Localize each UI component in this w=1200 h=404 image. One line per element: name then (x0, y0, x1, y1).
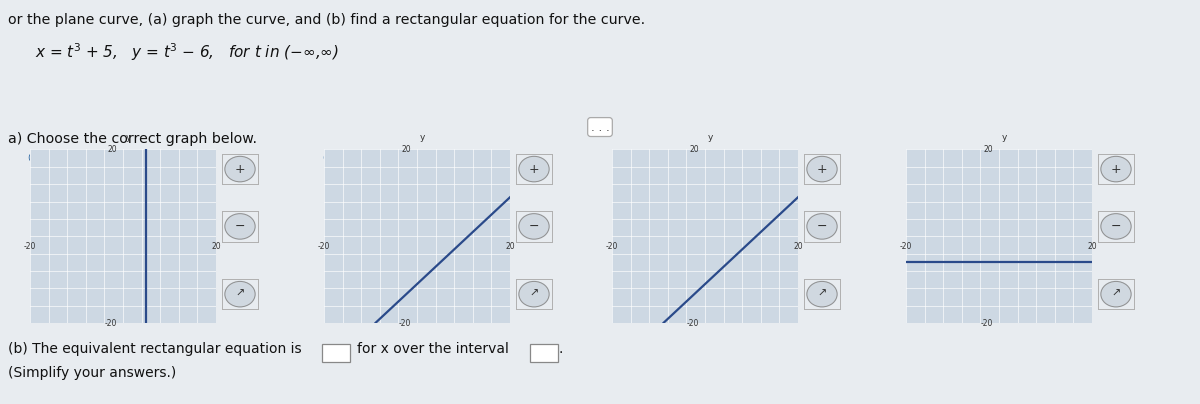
Text: . . .: . . . (590, 120, 610, 134)
Circle shape (518, 156, 550, 182)
Text: -20: -20 (106, 319, 118, 328)
Text: .: . (558, 342, 563, 356)
Text: +: + (817, 162, 827, 176)
Text: x = t$^3$ + 5,   y = t$^3$ − 6,   for t in (−∞,∞): x = t$^3$ + 5, y = t$^3$ − 6, for t in (… (35, 41, 340, 63)
Text: (b) The equivalent rectangular equation is: (b) The equivalent rectangular equation … (8, 342, 301, 356)
Text: 20: 20 (108, 145, 118, 154)
Circle shape (806, 214, 838, 239)
Text: 20: 20 (402, 145, 412, 154)
Text: -20: -20 (318, 242, 330, 250)
Circle shape (224, 282, 256, 307)
Text: -20: -20 (982, 319, 994, 328)
Circle shape (806, 156, 838, 182)
Text: −: − (235, 220, 245, 233)
Circle shape (1100, 214, 1132, 239)
Text: -20: -20 (606, 242, 618, 250)
Circle shape (224, 214, 256, 239)
Text: a) Choose the correct graph below.: a) Choose the correct graph below. (8, 132, 257, 146)
Circle shape (518, 282, 550, 307)
Text: y: y (420, 133, 425, 142)
Text: ○ D.: ○ D. (908, 150, 938, 163)
Text: or the plane curve, (a) graph the curve, and (b) find a rectangular equation for: or the plane curve, (a) graph the curve,… (8, 13, 646, 27)
Text: +: + (1111, 162, 1121, 176)
Circle shape (224, 156, 256, 182)
Text: +: + (235, 162, 245, 176)
Text: -20: -20 (24, 242, 36, 250)
Text: (Simplify your answers.): (Simplify your answers.) (8, 366, 176, 380)
Text: ↗: ↗ (235, 289, 245, 299)
Text: 20: 20 (211, 242, 221, 250)
Text: y: y (1002, 133, 1007, 142)
Text: ○ C.: ○ C. (613, 150, 642, 163)
Text: x: x (518, 225, 523, 234)
Text: 20: 20 (793, 242, 803, 250)
Text: −: − (1111, 220, 1121, 233)
Text: 20: 20 (1087, 242, 1097, 250)
Circle shape (1100, 282, 1132, 307)
Text: 20: 20 (984, 145, 994, 154)
Text: −: − (529, 220, 539, 233)
Circle shape (1100, 156, 1132, 182)
Text: ↗: ↗ (817, 289, 827, 299)
Text: -20: -20 (688, 319, 700, 328)
Circle shape (518, 214, 550, 239)
Circle shape (806, 282, 838, 307)
Text: -20: -20 (400, 319, 412, 328)
Text: ○ B.: ○ B. (323, 150, 352, 163)
Text: -20: -20 (900, 242, 912, 250)
Text: x: x (224, 225, 229, 234)
FancyBboxPatch shape (530, 344, 558, 362)
Text: +: + (529, 162, 539, 176)
Text: 20: 20 (505, 242, 515, 250)
Text: −: − (817, 220, 827, 233)
Text: ↗: ↗ (1111, 289, 1121, 299)
Text: x: x (806, 225, 811, 234)
Text: ○ A.: ○ A. (28, 150, 56, 163)
Text: y: y (126, 133, 131, 142)
Text: x: x (1100, 225, 1105, 234)
Text: y: y (708, 133, 713, 142)
Text: ↗: ↗ (529, 289, 539, 299)
Text: 20: 20 (690, 145, 700, 154)
FancyBboxPatch shape (322, 344, 350, 362)
Text: for x over the interval: for x over the interval (358, 342, 509, 356)
